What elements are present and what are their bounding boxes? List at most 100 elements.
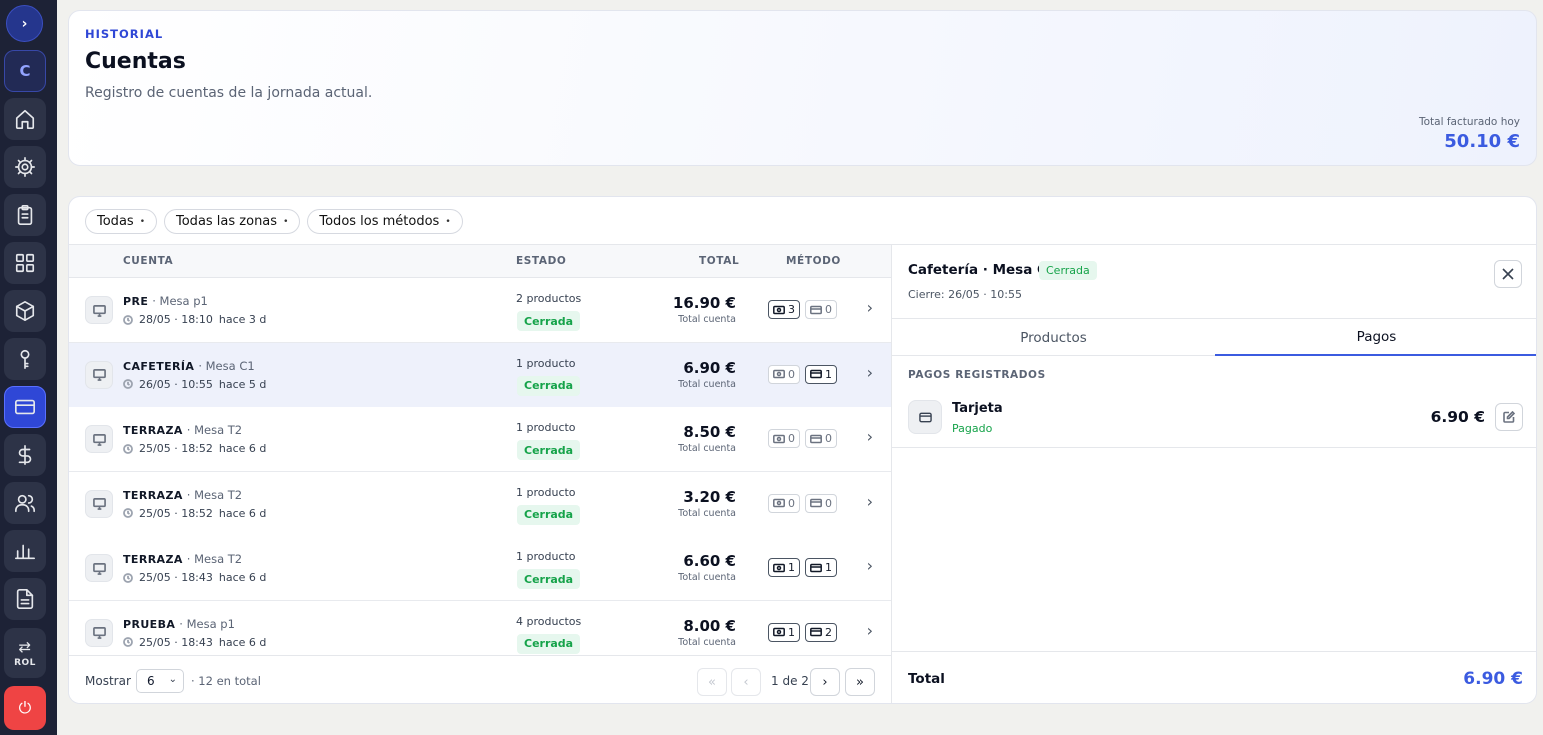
- status-badge: Cerrada: [517, 633, 581, 654]
- next-page-button[interactable]: ›: [810, 668, 840, 696]
- sidebar-item-reports[interactable]: [4, 530, 46, 572]
- first-page-button[interactable]: «: [697, 668, 727, 696]
- next-page-icon: ›: [822, 674, 828, 690]
- row-total: 8.00 €: [683, 616, 736, 635]
- grid-icon: [15, 253, 35, 273]
- swap-icon: ⇄: [18, 638, 32, 656]
- close-button[interactable]: [1494, 260, 1522, 288]
- cash-chip: 3: [768, 300, 800, 319]
- credit-card-icon: [15, 399, 35, 415]
- total-today-value: 50.10 €: [1444, 131, 1520, 152]
- card-icon: [810, 498, 822, 508]
- sidebar-item-tables[interactable]: [4, 242, 46, 284]
- cash-count: 0: [788, 432, 795, 445]
- card-icon: [810, 434, 822, 444]
- row-total-label: Total cuenta: [678, 314, 736, 325]
- company-button[interactable]: C: [4, 50, 46, 92]
- accounts-panel: Todas • Todas las zonas • Todos los método…: [68, 196, 1537, 704]
- card-count: 0: [825, 496, 832, 510]
- switch-role-button[interactable]: ⇄ ROL: [4, 628, 46, 678]
- cash-icon: [773, 627, 785, 637]
- chevron-right-icon: ›: [21, 15, 28, 32]
- row-total-label: Total cuenta: [678, 636, 736, 648]
- method-filter[interactable]: Todos los métodos •: [307, 209, 463, 234]
- table-row[interactable]: TERRAZA · Mesa T2 25/05 · 18:52 hace 6 d 1 p…: [69, 471, 891, 537]
- tab-productos[interactable]: Productos: [1020, 329, 1087, 346]
- sidebar-item-users[interactable]: [4, 482, 46, 524]
- clock-icon: [123, 572, 133, 583]
- users-icon: [15, 494, 35, 513]
- sidebar-item-products[interactable]: [4, 290, 46, 332]
- close-icon: [1502, 268, 1514, 280]
- payments-header: PAGOS REGISTRADOS: [908, 369, 1046, 381]
- product-count: 1 producto: [516, 356, 576, 370]
- sidebar-item-settings[interactable]: [4, 146, 46, 188]
- power-icon: ⏻: [18, 698, 32, 717]
- table-row[interactable]: PRE · Mesa p1 28/05 · 18:10 hace 3 d 2 produ…: [69, 278, 891, 343]
- card-icon: [908, 400, 942, 434]
- ago-text: hace 6 d: [218, 571, 267, 584]
- date-text: 25/05 · 18:52: [139, 506, 213, 520]
- cash-count: 1: [788, 625, 795, 639]
- row-total-label: Total cuenta: [678, 572, 736, 583]
- zone-filter[interactable]: Todas las zonas •: [164, 209, 301, 234]
- bar-chart-icon: [15, 544, 35, 560]
- cash-chip: 0: [768, 493, 800, 513]
- table-row[interactable]: CAFETERÍA · Mesa C1 26/05 · 10:55 hace 5 d 1…: [69, 342, 891, 408]
- clock-icon: [123, 379, 133, 389]
- sidebar-item-documents[interactable]: [4, 578, 46, 620]
- ago-text: hace 3 d: [218, 313, 267, 326]
- sidebar-item-access[interactable]: [4, 338, 46, 380]
- payment-status: Pagado: [952, 422, 993, 435]
- ago-text: hace 6 d: [218, 506, 267, 520]
- row-total: 16.90 €: [672, 294, 736, 312]
- page-size-value: 6: [147, 674, 155, 688]
- status-filter[interactable]: Todas •: [85, 209, 157, 234]
- last-page-button[interactable]: »: [845, 668, 875, 696]
- row-zone: CAFETERÍA · Mesa C1: [123, 359, 255, 373]
- sidebar-toggle-button[interactable]: ›: [6, 5, 43, 42]
- sidebar-item-accounts[interactable]: [4, 386, 46, 428]
- cash-chip: 0: [768, 429, 800, 448]
- table-row[interactable]: TERRAZA · Mesa T2 25/05 · 18:52 hace 6 d 1 p…: [69, 407, 891, 472]
- ago-text: hace 5 d: [218, 377, 267, 391]
- row-total: 3.20 €: [683, 487, 736, 506]
- card-count: 0: [825, 432, 832, 445]
- row-total: 6.90 €: [683, 358, 736, 377]
- sidebar: › C ⇄ ROL ⏻: [0, 0, 57, 735]
- status-badge: Cerrada: [1039, 261, 1097, 280]
- prev-page-button[interactable]: ‹: [731, 668, 761, 696]
- gear-icon: [15, 157, 35, 177]
- detail-tabs: Productos Pagos: [892, 318, 1536, 356]
- filter-bar: Todas • Todas las zonas • Todos los método…: [85, 209, 463, 234]
- row-total: 8.50 €: [683, 423, 736, 441]
- product-count: 2 productos: [516, 292, 582, 305]
- sidebar-item-orders[interactable]: [4, 194, 46, 236]
- row-zone: TERRAZA · Mesa T2: [123, 552, 242, 566]
- row-date: 26/05 · 10:55 hace 5 d: [123, 378, 266, 391]
- section-eyebrow: HISTORIAL: [85, 27, 164, 41]
- cash-icon: [773, 563, 785, 573]
- monitor-icon: [85, 618, 113, 647]
- product-count: 1 producto: [516, 485, 576, 499]
- row-zone: TERRAZA · Mesa T2: [123, 488, 242, 502]
- page-title: Cuentas: [85, 49, 186, 74]
- cash-chip: 1: [768, 622, 800, 642]
- date-text: 25/05 · 18:43: [139, 571, 213, 584]
- column-estado: ESTADO: [516, 255, 567, 267]
- tab-pagos[interactable]: Pagos: [1215, 319, 1536, 356]
- page-size-select[interactable]: 6 ⌄: [136, 669, 184, 693]
- cash-chip: 1: [768, 558, 800, 577]
- table-row[interactable]: TERRAZA · Mesa T2 25/05 · 18:43 hace 6 d 1 p…: [69, 536, 891, 601]
- sidebar-item-cash[interactable]: [4, 434, 46, 476]
- status-badge: Cerrada: [517, 440, 581, 460]
- edit-payment-button[interactable]: [1495, 403, 1523, 431]
- cash-icon: [773, 498, 785, 508]
- status-badge: Cerrada: [517, 375, 581, 396]
- page-indicator: 1 de 2: [771, 674, 809, 688]
- logout-button[interactable]: ⏻: [4, 686, 46, 730]
- sidebar-item-home[interactable]: [4, 98, 46, 140]
